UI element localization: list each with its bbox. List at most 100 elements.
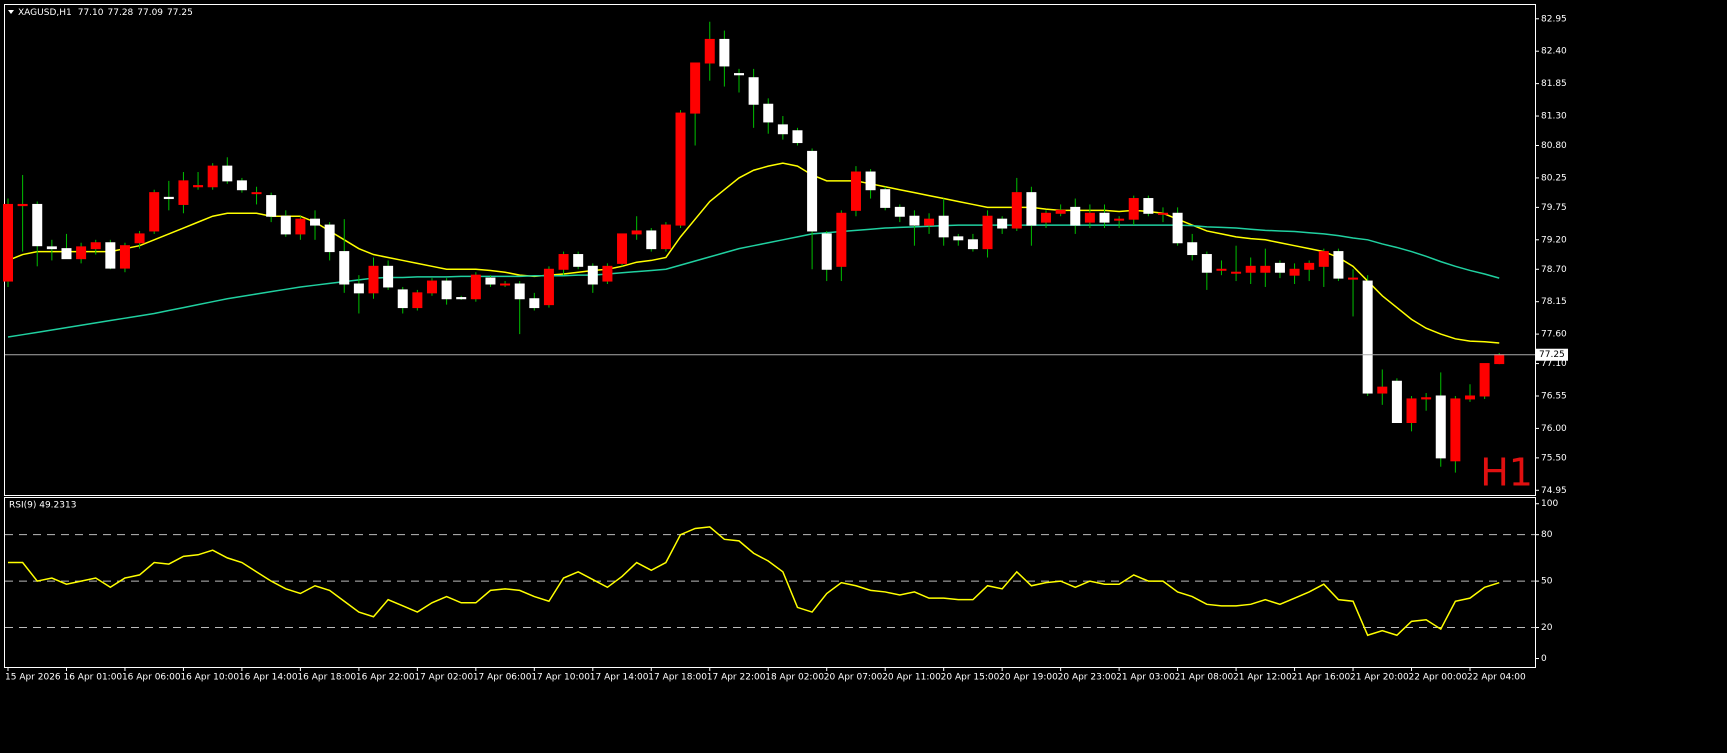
candle-body bbox=[763, 103, 774, 123]
candle-body bbox=[704, 38, 715, 64]
y-tick-label: 82.40 bbox=[1541, 47, 1567, 57]
x-tick-label: 21 Apr 20:00 bbox=[1350, 673, 1409, 683]
candle-body bbox=[1348, 277, 1359, 280]
candle-body bbox=[193, 185, 204, 188]
candle-body bbox=[1128, 198, 1139, 220]
candle-body bbox=[61, 248, 72, 260]
candle-body bbox=[617, 233, 628, 264]
y-tick-label: 100 bbox=[1541, 499, 1558, 509]
x-tick-label: 18 Apr 02:00 bbox=[765, 673, 824, 683]
candle-body bbox=[1391, 380, 1402, 424]
candle-body bbox=[32, 203, 43, 247]
candle-body bbox=[1187, 242, 1198, 256]
candle-body bbox=[90, 242, 101, 250]
candle-body bbox=[1304, 262, 1315, 270]
x-tick-label: 21 Apr 03:00 bbox=[1116, 673, 1175, 683]
candle-body bbox=[1216, 268, 1227, 271]
candle-body bbox=[119, 245, 130, 269]
x-tick-label: 17 Apr 02:00 bbox=[414, 673, 473, 683]
candle-body bbox=[734, 73, 744, 76]
candle-body bbox=[543, 268, 554, 306]
y-tick-label: 76.00 bbox=[1541, 424, 1567, 434]
candle-body bbox=[1274, 262, 1285, 273]
candle-body bbox=[222, 165, 233, 182]
candle-body bbox=[280, 215, 291, 235]
y-tick-label: 80.80 bbox=[1541, 141, 1567, 151]
candle-body bbox=[690, 62, 701, 114]
candle-body bbox=[178, 180, 189, 205]
candle-body bbox=[938, 215, 949, 238]
candle-body bbox=[792, 130, 803, 144]
candle-body bbox=[134, 233, 145, 244]
candle-body bbox=[587, 265, 598, 285]
current-price-label: 77.25 bbox=[1539, 350, 1565, 360]
candle-body bbox=[339, 251, 350, 285]
candle-body bbox=[675, 112, 686, 226]
x-tick-label: 16 Apr 18:00 bbox=[297, 673, 356, 683]
candle-body bbox=[529, 298, 540, 309]
symbol: XAGUSD,H1 bbox=[18, 8, 72, 18]
candle-body bbox=[105, 242, 116, 269]
candle-body bbox=[353, 283, 364, 294]
x-tick-label: 17 Apr 22:00 bbox=[707, 673, 766, 683]
x-tick-label: 16 Apr 06:00 bbox=[122, 673, 181, 683]
candle-body bbox=[1318, 251, 1329, 267]
candle-body bbox=[982, 215, 993, 250]
y-tick-label: 82.95 bbox=[1541, 14, 1567, 24]
candle-body bbox=[719, 38, 730, 67]
x-tick-label: 20 Apr 07:00 bbox=[824, 673, 883, 683]
candle-body bbox=[558, 254, 569, 270]
x-tick-label: 17 Apr 14:00 bbox=[590, 673, 649, 683]
candle-body bbox=[1289, 268, 1300, 276]
candle-body bbox=[1333, 251, 1344, 279]
y-tick-label: 74.95 bbox=[1541, 486, 1567, 496]
candle-body bbox=[324, 224, 335, 253]
candle-body bbox=[924, 218, 935, 226]
candle-body bbox=[1479, 363, 1490, 397]
candle-body bbox=[1435, 395, 1446, 459]
rsi-line bbox=[8, 526, 1500, 637]
candle-body bbox=[397, 289, 408, 309]
y-tick-label: 20 bbox=[1541, 623, 1553, 633]
candle-body bbox=[880, 189, 891, 208]
x-tick-label: 17 Apr 06:00 bbox=[473, 673, 532, 683]
candle-body bbox=[894, 206, 905, 217]
candle-body bbox=[573, 254, 584, 267]
candle-body bbox=[1070, 206, 1081, 226]
y-tick-label: 79.75 bbox=[1541, 203, 1567, 213]
candle-body bbox=[967, 239, 978, 250]
candle-body bbox=[1231, 271, 1242, 274]
candle-body bbox=[807, 150, 818, 232]
candle-body bbox=[1172, 212, 1183, 244]
candle-body bbox=[149, 192, 160, 232]
candle-body bbox=[3, 203, 13, 282]
candle-body bbox=[777, 124, 788, 135]
y-tick-label: 75.50 bbox=[1541, 453, 1567, 463]
candle-body bbox=[470, 274, 481, 300]
y-tick-label: 0 bbox=[1541, 654, 1547, 664]
rsi-frame bbox=[4, 497, 1536, 668]
candle-body bbox=[163, 196, 174, 200]
x-tick-label: 16 Apr 10:00 bbox=[180, 673, 239, 683]
info-high: 77.28 bbox=[108, 8, 134, 18]
candle-body bbox=[310, 218, 321, 226]
candle-body bbox=[412, 292, 423, 309]
candle-body bbox=[1450, 398, 1461, 462]
candle-body bbox=[295, 218, 306, 235]
y-tick-label: 81.85 bbox=[1541, 79, 1567, 89]
candle-body bbox=[1362, 280, 1373, 394]
y-tick-label: 77.10 bbox=[1541, 359, 1567, 369]
candle-body bbox=[850, 171, 861, 211]
x-tick-label: 22 Apr 04:00 bbox=[1467, 673, 1526, 683]
y-tick-label: 79.20 bbox=[1541, 235, 1567, 245]
candle-body bbox=[602, 265, 613, 282]
info-open: 77.10 bbox=[78, 8, 104, 18]
candle-body bbox=[441, 280, 452, 300]
candle-body bbox=[514, 283, 525, 300]
x-tick-label: 21 Apr 08:00 bbox=[1175, 673, 1234, 683]
x-tick-label: 21 Apr 16:00 bbox=[1292, 673, 1351, 683]
info-low: 77.09 bbox=[137, 8, 163, 18]
